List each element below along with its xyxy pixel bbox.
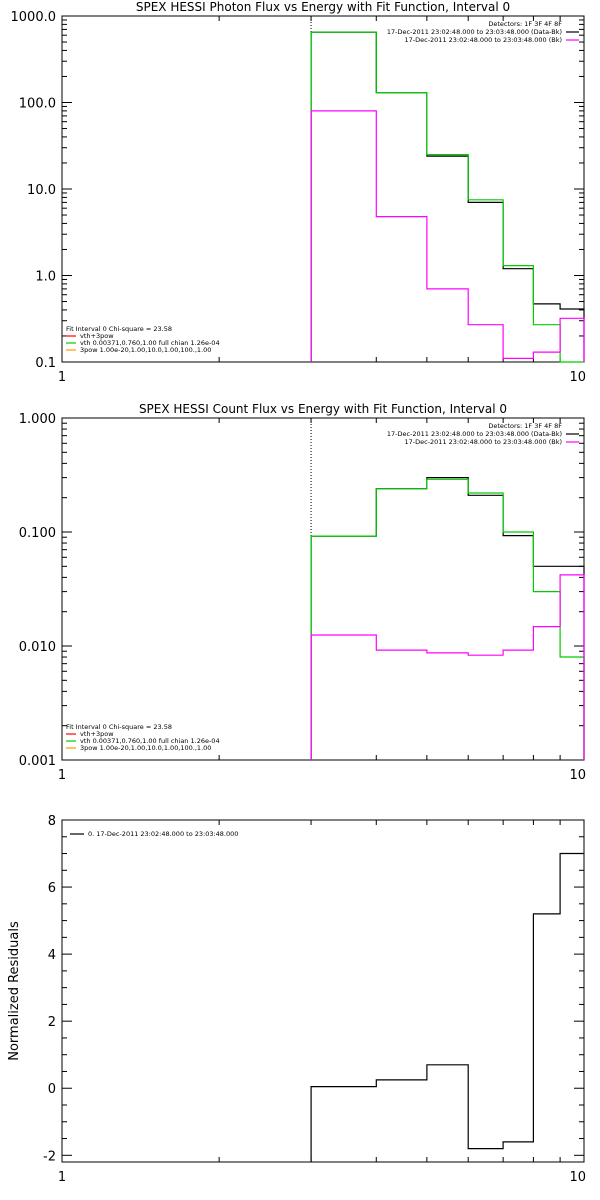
y-tick-label: 6 [48, 881, 56, 896]
legend-entry: 17-Dec-2011 23:02:48.000 to 23:03:48.000… [405, 36, 563, 44]
y-tick-label: 0 [48, 1082, 56, 1097]
y-tick-label: 100.0 [19, 97, 56, 112]
legend-entry: Fit Interval 0 Chi-square = 23.58 [66, 325, 172, 333]
series-1-step-line [310, 478, 585, 760]
y-tick-label: 1.0 [35, 270, 56, 285]
legend-entry: 3pow 1.00e-20,1.00,10.0,1.00,100.,1.00 [80, 346, 211, 354]
x-tick-label: 10 [569, 768, 586, 783]
x-tick-label: 1 [58, 370, 66, 385]
plot-frame [61, 819, 585, 1163]
legend-entry: vth 0.00371,0.760,1.00 full chian 1.26e-… [80, 737, 220, 745]
series-0-step-line [310, 852, 584, 1162]
series-2-step-line [310, 110, 585, 362]
y-tick-label: 2 [48, 1015, 56, 1030]
legend-entry: vth 0.00371,0.760,1.00 full chian 1.26e-… [80, 339, 220, 347]
y-tick-label: 8 [48, 814, 56, 829]
legend-entry: 17-Dec-2011 23:02:48.000 to 23:03:48.000… [387, 28, 562, 36]
y-tick-label: 1000.0 [11, 10, 57, 25]
legend-entry: 17-Dec-2011 23:02:48.000 to 23:03:48.000… [387, 430, 562, 438]
photon-flux-panel: SPEX HESSI Photon Flux vs Energy with Fi… [11, 0, 587, 385]
residuals-panel: Normalized Residuals 1 10 -2 0 2 4 6 8 0. 17-Dec-… [7, 814, 586, 1185]
y-tick-label: -2 [43, 1149, 56, 1164]
legend-entry: 17-Dec-2011 23:02:48.000 to 23:03:48.000… [405, 438, 563, 446]
y-tick-label: 4 [48, 948, 56, 963]
legend-entry: Detectors: 1F 3F 4F 8F [488, 422, 562, 430]
y-tick-label: 0.1 [35, 356, 56, 371]
y-tick-label: 0.100 [19, 526, 56, 541]
plot-frame [61, 15, 585, 363]
x-tick-label: 10 [569, 1170, 586, 1185]
y-tick-label: 0.010 [19, 640, 56, 655]
legend-entry: vth+3pow [80, 730, 114, 738]
legend-entry: 3pow 1.00e-20,1.00,10.0,1.00,100.,1.00 [80, 744, 211, 752]
x-tick-label: 1 [58, 768, 66, 783]
x-tick-label: 1 [58, 1170, 66, 1185]
count-flux-panel: SPEX HESSI Count Flux vs Energy with Fit… [19, 402, 586, 783]
x-tick-label: 10 [569, 370, 586, 385]
chart-title: SPEX HESSI Count Flux vs Energy with Fit… [139, 402, 507, 416]
y-axis-label: Normalized Residuals [7, 921, 22, 1061]
legend-entry: 0. 17-Dec-2011 23:02:48.000 to 23:03:48.… [88, 830, 238, 838]
chart-title: SPEX HESSI Photon Flux vs Energy with Fi… [136, 0, 510, 14]
series-1-step-line [310, 31, 584, 363]
y-tick-label: 1.000 [19, 412, 56, 427]
y-tick-label: 10.0 [27, 183, 56, 198]
legend-entry: vth+3pow [80, 332, 114, 340]
legend-entry: Detectors: 1F 3F 4F 8F [488, 20, 562, 28]
series-0-step-line [310, 477, 585, 760]
y-tick-label: 0.001 [19, 754, 56, 769]
plot-frame [61, 417, 585, 761]
series-2-step-line [310, 574, 585, 760]
series-0-step-line [310, 31, 585, 362]
legend-entry: Fit Interval 0 Chi-square = 23.58 [66, 723, 172, 731]
